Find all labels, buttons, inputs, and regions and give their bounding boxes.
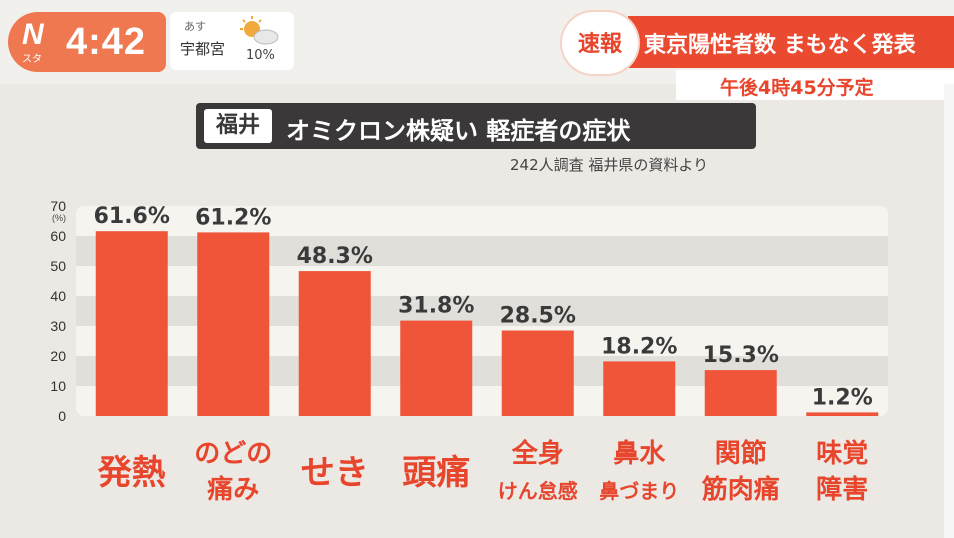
breaking-news-bar: 東京陽性者数 まもなく発表: [628, 16, 954, 68]
category-label: 関節: [715, 438, 767, 469]
logo-subtext: スタ: [22, 54, 42, 65]
weather-city: 宇都宮: [180, 40, 226, 58]
bar: [806, 412, 879, 416]
breaking-badge: 速報: [562, 12, 638, 74]
breaking-subline: 午後4時45分予定: [676, 70, 954, 100]
region-tag: 福井: [204, 109, 272, 143]
weather-day: あす: [184, 20, 206, 33]
category-label: 障害: [816, 474, 868, 505]
program-logo: N スタ 4:42: [8, 12, 166, 72]
breaking-subtext: 午後4時45分予定: [720, 77, 874, 99]
bar: [197, 232, 270, 416]
y-tick-label: 50: [50, 258, 66, 274]
y-unit-label: (%): [52, 213, 66, 223]
category-label: 筋肉痛: [702, 474, 780, 505]
bar: [95, 231, 168, 416]
bar: [603, 361, 676, 416]
breaking-headline: 東京陽性者数 まもなく発表: [644, 33, 916, 58]
y-tick-label: 20: [50, 348, 66, 364]
y-tick-label: 0: [58, 408, 66, 424]
precip-chance: 10%: [246, 48, 275, 63]
category-label: 鼻づまり: [599, 479, 679, 503]
bar-value-label: 61.6%: [94, 204, 170, 229]
chart-title-box: 福井 オミクロン株疑い 軽症者の症状: [196, 103, 756, 149]
bar: [400, 320, 473, 416]
y-tick-label: 60: [50, 228, 66, 244]
y-tick-label: 30: [50, 318, 66, 334]
category-label: のどの: [194, 439, 272, 469]
bar-value-label: 61.2%: [195, 205, 271, 230]
category-label: 味覚: [816, 439, 868, 469]
region-name: 福井: [215, 113, 260, 138]
category-label: 痛み: [207, 474, 259, 505]
bar-value-label: 28.5%: [500, 304, 576, 329]
breaking-label: 速報: [577, 32, 622, 57]
y-tick-label: 10: [50, 378, 66, 394]
y-tick-label: 40: [50, 288, 66, 304]
bar-value-label: 1.2%: [812, 385, 873, 410]
bar: [704, 370, 777, 416]
logo-mark: N: [22, 18, 44, 51]
category-label: 全身: [511, 438, 564, 469]
weather-widget: あす 宇都宮 10%: [170, 12, 294, 70]
screen-edge: [944, 84, 954, 538]
bar: [501, 330, 574, 416]
category-label: 鼻水: [613, 439, 666, 469]
bar: [298, 271, 371, 416]
bar-value-label: 18.2%: [601, 334, 677, 359]
chart-source: 242人調査 福井県の資料より: [510, 156, 709, 174]
y-tick-label: 70: [50, 198, 66, 214]
bar-value-label: 15.3%: [703, 343, 779, 368]
sun-cloud-icon: [240, 16, 279, 45]
category-label: せき: [301, 453, 369, 493]
clock: 4:42: [66, 21, 147, 63]
category-label: 頭痛: [402, 453, 470, 493]
category-label: けん怠感: [498, 479, 578, 503]
bar-value-label: 31.8%: [398, 294, 474, 319]
bar-value-label: 48.3%: [297, 244, 373, 269]
category-label: 発熱: [98, 453, 166, 493]
chart-title: オミクロン株疑い 軽症者の症状: [286, 117, 631, 145]
